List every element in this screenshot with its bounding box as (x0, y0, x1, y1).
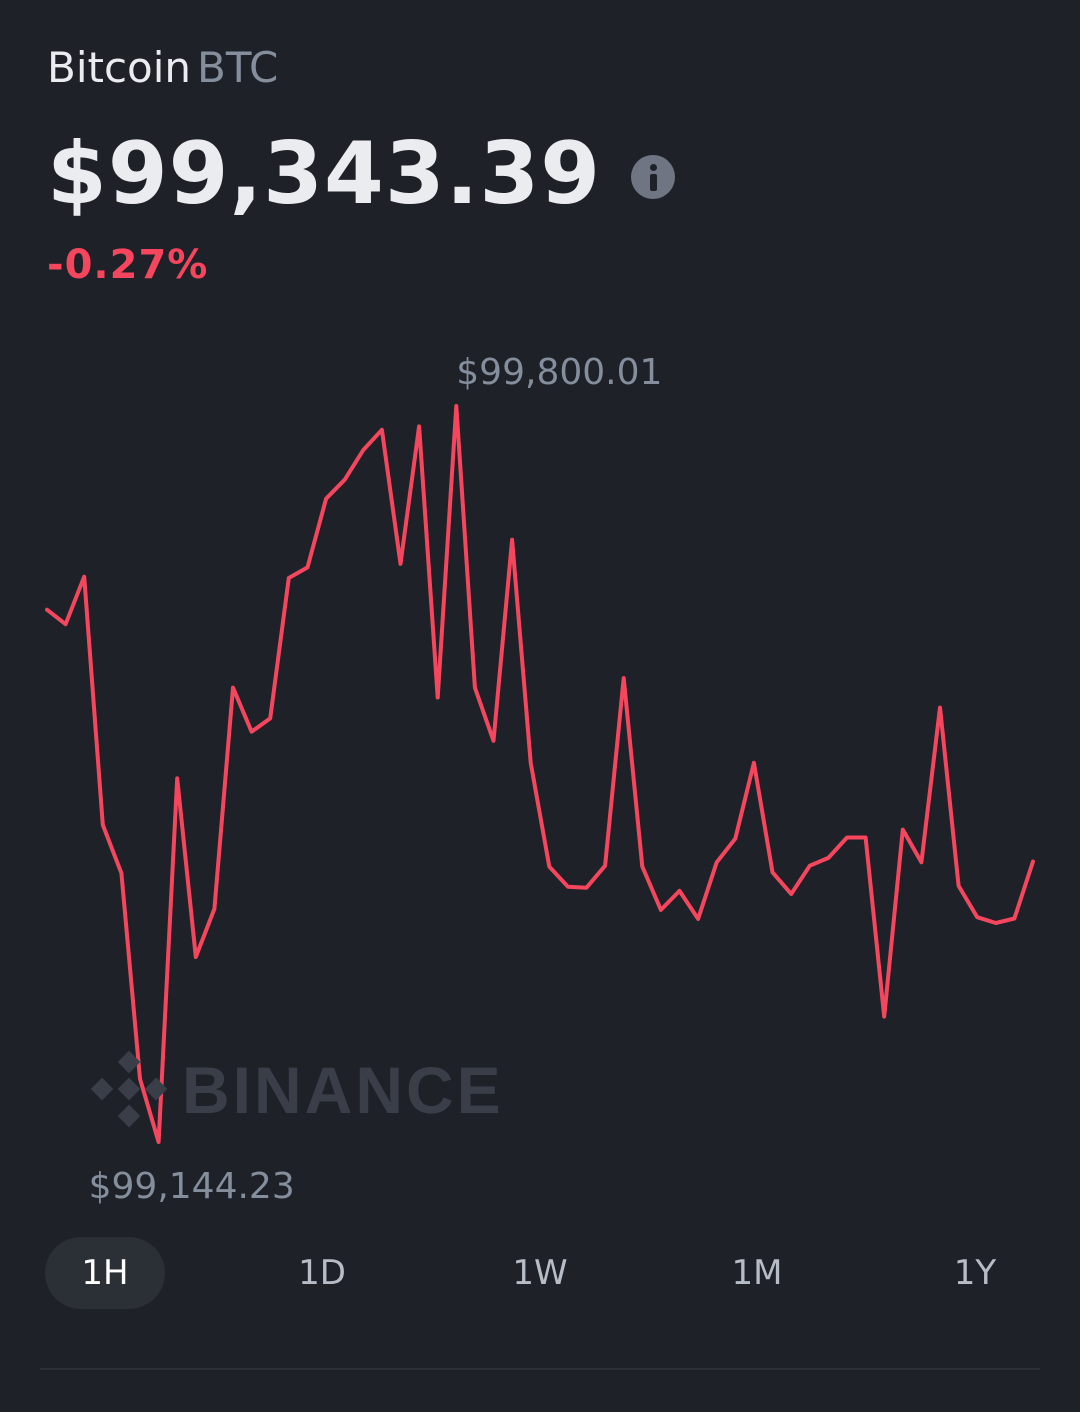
min-price-label: $99,144.23 (89, 1166, 295, 1207)
tab-1m[interactable]: 1M (731, 1253, 783, 1293)
asset-header: Bitcoin BTC (47, 40, 278, 96)
timeframe-tabs: 1H 1D 1W 1M 1Y (45, 1237, 1035, 1309)
asset-name: Bitcoin (47, 43, 192, 92)
tab-1y[interactable]: 1Y (953, 1253, 997, 1293)
price-row: $99,343.39 (47, 124, 676, 224)
current-price: $99,343.39 (47, 124, 602, 224)
max-price-label: $99,800.01 (456, 352, 662, 393)
chart-svg: $99,800.01 $99,144.23 (45, 352, 1035, 1207)
price-change: -0.27% (47, 242, 209, 288)
tab-1h[interactable]: 1H (45, 1237, 165, 1309)
price-chart[interactable]: $99,800.01 $99,144.23 (0, 330, 1080, 1210)
tab-1w[interactable]: 1W (512, 1253, 568, 1293)
price-line (45, 404, 1035, 1144)
bottom-divider (40, 1368, 1040, 1370)
binance-logo-icon (90, 1050, 168, 1128)
info-icon[interactable] (631, 155, 676, 199)
asset-symbol: BTC (197, 43, 279, 92)
binance-watermark: BINANCE (182, 1053, 504, 1127)
tab-1d[interactable]: 1D (298, 1253, 346, 1293)
